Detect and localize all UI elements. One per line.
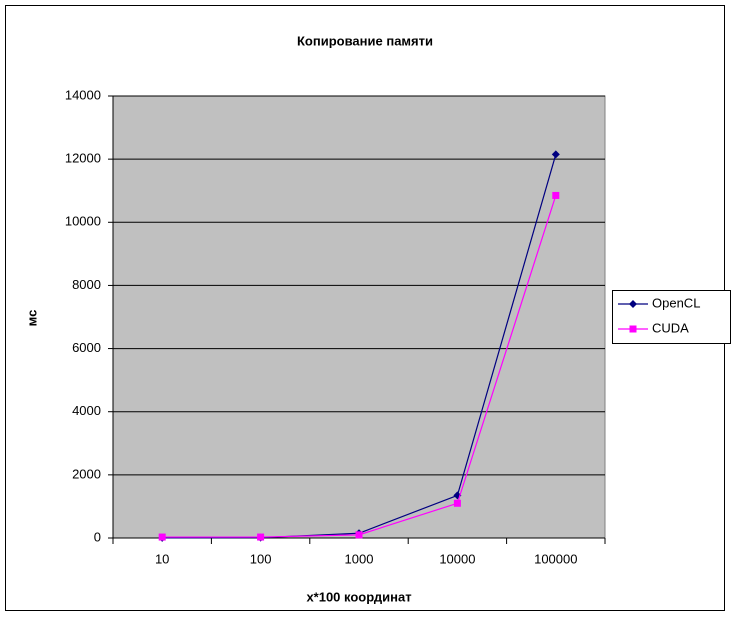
marker — [453, 499, 461, 507]
x-tick-label: 10000 — [439, 551, 475, 566]
x-tick-label: 100000 — [534, 551, 577, 566]
y-axis-label: мс — [24, 310, 39, 327]
chart-title: Копирование памяти — [297, 33, 433, 48]
x-tick-label: 1000 — [345, 551, 374, 566]
y-tick-label: 4000 — [72, 403, 101, 418]
legend — [612, 290, 731, 344]
y-tick-label: 2000 — [72, 466, 101, 481]
x-tick-label: 100 — [250, 551, 272, 566]
marker — [257, 533, 265, 541]
marker — [158, 533, 166, 541]
y-tick-label: 6000 — [72, 340, 101, 355]
x-tick-label: 10 — [155, 551, 169, 566]
legend-label: CUDA — [652, 320, 689, 335]
marker — [552, 191, 560, 199]
legend-marker — [629, 300, 637, 308]
y-tick-label: 14000 — [65, 87, 101, 102]
y-tick-label: 0 — [94, 529, 101, 544]
y-tick-label: 8000 — [72, 277, 101, 292]
x-axis-label: x*100 координат — [306, 589, 411, 604]
marker — [355, 531, 363, 539]
y-tick-label: 12000 — [65, 151, 101, 166]
y-tick-label: 10000 — [65, 214, 101, 229]
legend-label: OpenCL — [652, 295, 700, 310]
legend-marker — [629, 325, 637, 333]
plot-area — [112, 95, 606, 539]
marker — [551, 150, 560, 159]
